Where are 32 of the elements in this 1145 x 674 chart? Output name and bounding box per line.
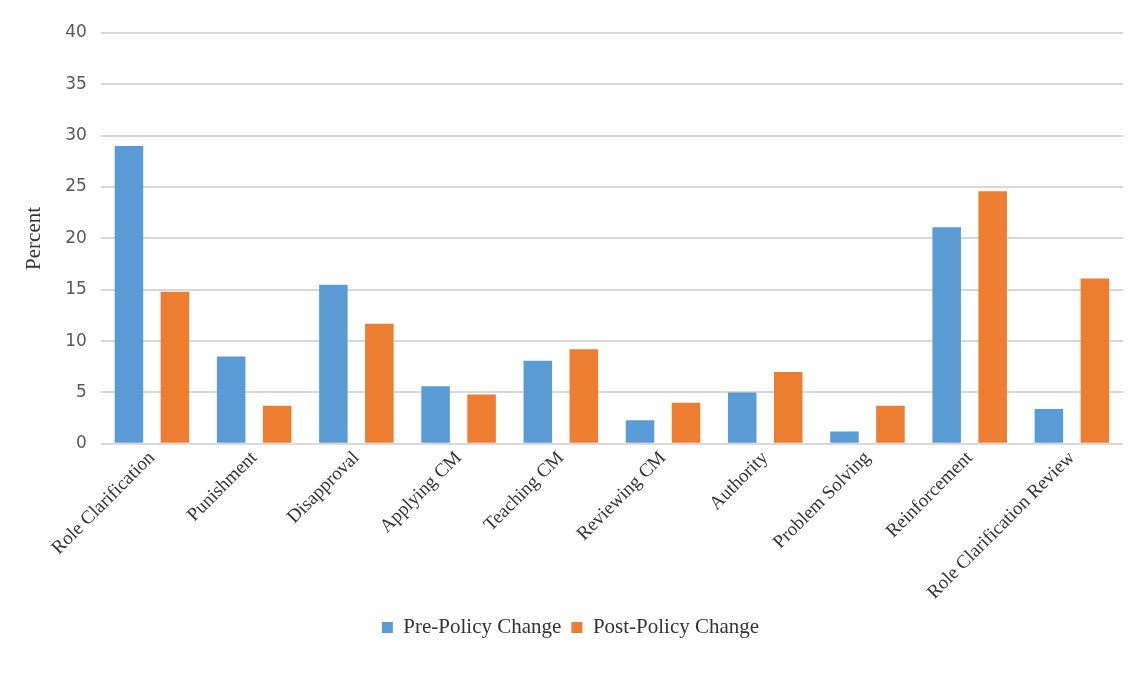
y-tick-label: 5: [76, 380, 87, 401]
bar: [1034, 408, 1064, 443]
bar: [523, 360, 553, 443]
bar: [1080, 278, 1110, 443]
bar: [262, 405, 292, 443]
bar: [773, 371, 803, 443]
bar: [160, 291, 190, 443]
bar: [216, 356, 246, 443]
bar: [830, 431, 859, 443]
y-tick-label: 25: [65, 175, 87, 196]
y-tick-label: 0: [76, 432, 87, 453]
bar: [932, 227, 961, 443]
bar: [671, 402, 701, 443]
y-tick-label: 35: [65, 72, 87, 93]
bar: [569, 349, 599, 443]
bar: [114, 145, 144, 443]
y-tick-label: 40: [65, 21, 87, 42]
y-tick-label: 15: [65, 278, 87, 299]
bar: [727, 392, 757, 443]
bar: [978, 191, 1007, 443]
legend-label: Pre-Policy Change: [403, 614, 562, 639]
bar: [421, 386, 450, 443]
y-tick-label: 20: [65, 226, 87, 247]
bar: [319, 284, 348, 443]
bar: [467, 394, 496, 443]
bar: [365, 323, 394, 443]
bar: [625, 420, 655, 443]
legend-label: Post-Policy Change: [592, 614, 760, 639]
bar: [876, 405, 905, 443]
y-tick-label: 10: [65, 329, 87, 350]
y-tick-label: 30: [65, 124, 87, 145]
y-axis-title: Percent: [21, 206, 46, 270]
